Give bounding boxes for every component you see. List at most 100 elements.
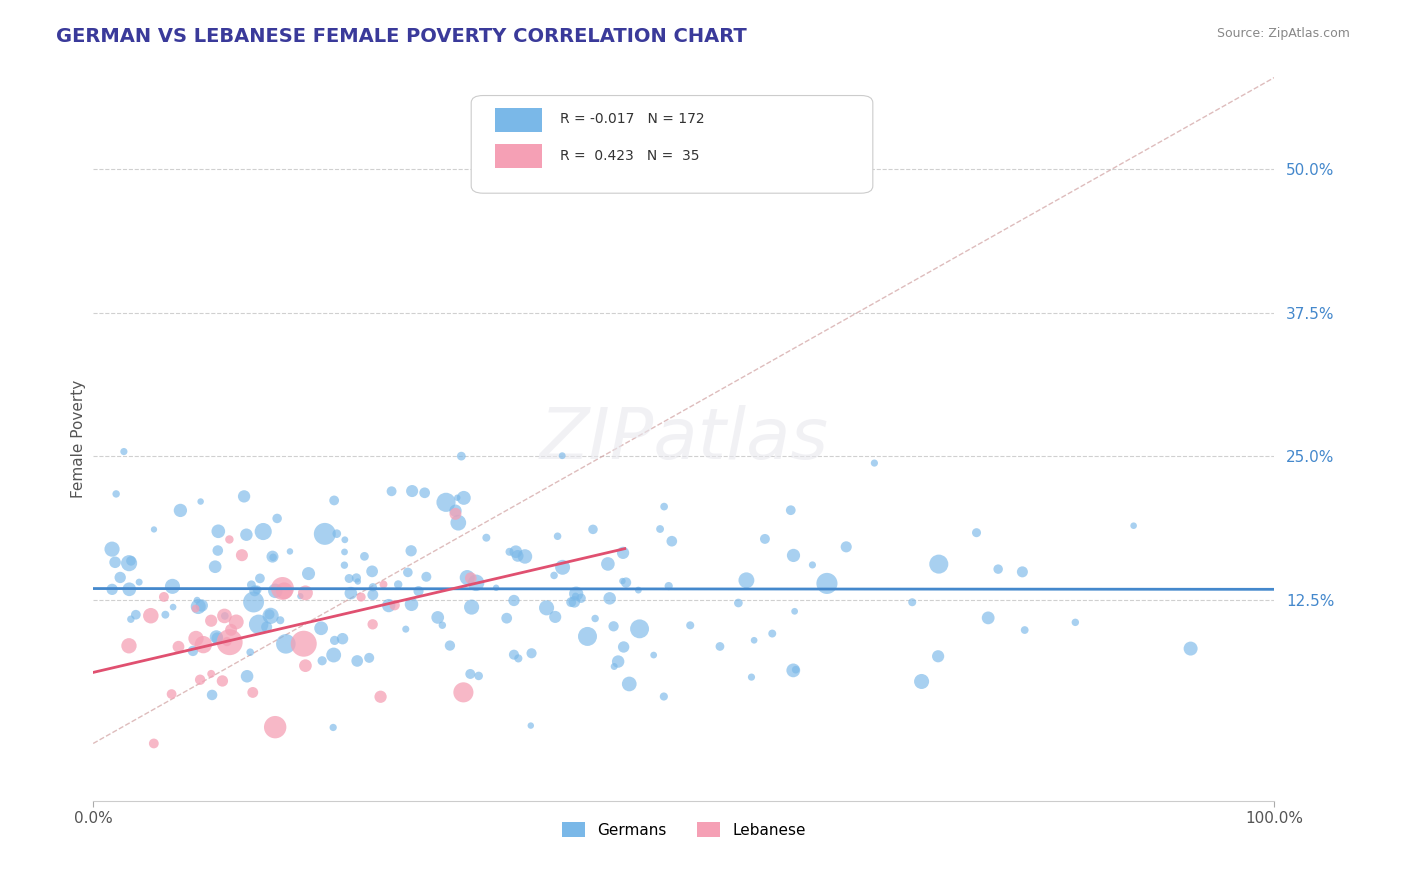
Point — [782, 664, 804, 678]
Point — [447, 516, 470, 530]
Point — [294, 658, 316, 673]
Point — [340, 586, 363, 600]
Point — [835, 540, 858, 554]
Point — [143, 523, 166, 537]
Point — [453, 685, 475, 699]
Point — [269, 613, 291, 627]
Point — [243, 583, 266, 598]
Point — [401, 597, 423, 611]
Point — [214, 608, 236, 623]
Point — [503, 593, 526, 607]
Point — [565, 587, 588, 601]
Point — [214, 608, 236, 623]
Point — [551, 560, 574, 574]
Point — [977, 611, 1000, 625]
Point — [910, 674, 932, 689]
Point — [274, 637, 297, 651]
Point — [536, 600, 558, 615]
Point — [323, 633, 346, 648]
Point — [142, 736, 165, 750]
Point — [200, 614, 222, 628]
Point — [297, 566, 319, 581]
Point — [415, 570, 437, 584]
Point — [1122, 518, 1144, 533]
Point — [475, 531, 498, 545]
Point — [576, 630, 599, 644]
Point — [377, 599, 399, 613]
Point — [387, 577, 409, 591]
Bar — [495, 144, 543, 168]
Point — [551, 449, 574, 463]
Point — [292, 637, 315, 651]
Point — [513, 549, 536, 564]
Point — [498, 545, 520, 559]
Point — [262, 549, 284, 564]
Point — [108, 570, 131, 584]
Point — [505, 545, 527, 559]
Point — [560, 595, 582, 609]
Point — [439, 639, 461, 653]
Point — [444, 507, 467, 521]
Point — [205, 630, 228, 644]
Point — [249, 571, 271, 585]
Point — [782, 549, 804, 563]
Point — [344, 571, 367, 585]
Point — [259, 608, 281, 623]
Point — [434, 495, 457, 509]
Point — [742, 633, 765, 648]
Point — [506, 549, 529, 563]
Point — [544, 610, 567, 624]
Point — [188, 673, 211, 687]
Point — [309, 621, 332, 635]
Point — [863, 456, 886, 470]
Point — [242, 595, 264, 609]
Point — [118, 556, 141, 570]
Point — [101, 582, 124, 597]
Point — [314, 527, 336, 541]
Point — [361, 617, 384, 632]
Text: Source: ZipAtlas.com: Source: ZipAtlas.com — [1216, 27, 1350, 40]
Point — [815, 576, 838, 591]
Point — [652, 690, 675, 704]
Point — [801, 558, 824, 572]
Point — [495, 611, 517, 625]
Point — [370, 690, 392, 704]
Point — [465, 575, 488, 590]
Point — [167, 640, 190, 654]
Point — [603, 659, 626, 673]
Point — [643, 648, 665, 662]
Point — [105, 487, 128, 501]
Point — [247, 617, 270, 632]
Point — [266, 511, 288, 525]
Point — [201, 688, 224, 702]
Point — [200, 666, 222, 681]
Point — [1180, 641, 1202, 656]
Point — [785, 663, 807, 677]
Point — [761, 626, 783, 640]
Point — [596, 557, 619, 571]
Point — [311, 654, 333, 668]
Point — [236, 669, 259, 683]
Point — [987, 562, 1010, 576]
Point — [450, 449, 472, 463]
Point — [332, 632, 354, 646]
Y-axis label: Female Poverty: Female Poverty — [72, 380, 86, 499]
Point — [396, 566, 419, 580]
Point — [658, 579, 681, 593]
Point — [740, 670, 762, 684]
Point — [211, 673, 233, 688]
Point — [648, 522, 671, 536]
Point — [395, 622, 418, 636]
Point — [607, 655, 630, 669]
Point — [118, 639, 141, 653]
Point — [337, 572, 360, 586]
Point — [564, 589, 586, 603]
Point — [264, 720, 287, 734]
Point — [193, 638, 215, 652]
Point — [783, 604, 806, 618]
Point — [112, 444, 135, 458]
Point — [207, 632, 229, 646]
Point — [271, 582, 294, 596]
Point — [181, 644, 204, 658]
Point — [162, 579, 184, 593]
